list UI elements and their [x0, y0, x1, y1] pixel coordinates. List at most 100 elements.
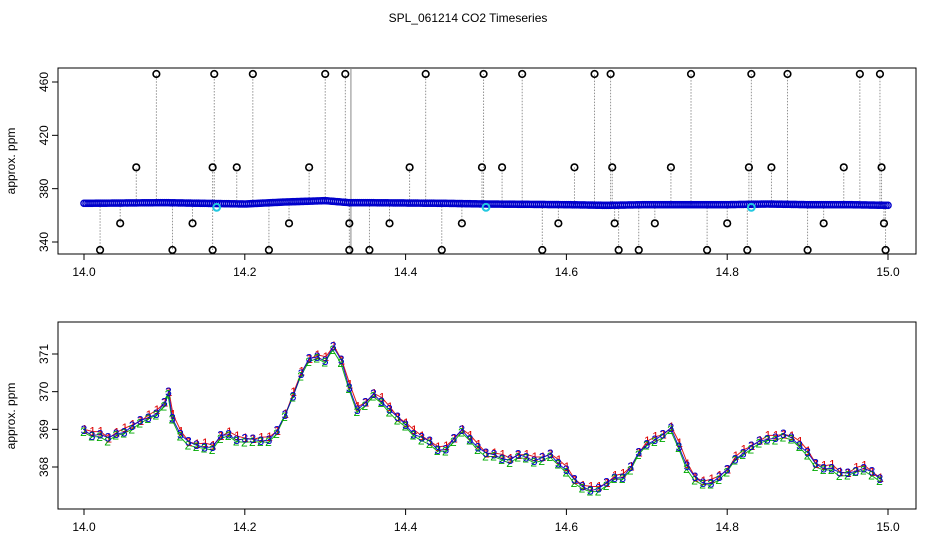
- bottom-series-glyph: 3: [716, 470, 723, 484]
- bottom-series-glyph: 1: [515, 448, 522, 462]
- bottom-series-glyph: 1: [395, 411, 402, 425]
- top-x-tick-label: 14.4: [394, 265, 418, 279]
- top-spike-marker: [590, 69, 599, 79]
- top-spike-marker: [248, 69, 257, 79]
- bottom-series-glyph: 3: [467, 432, 474, 446]
- bottom-series-glyph: 3: [386, 403, 393, 417]
- bottom-series-glyph: 3: [547, 447, 554, 461]
- bottom-series-glyph: 1: [531, 450, 538, 464]
- top-x-tick-label: 14.8: [716, 265, 740, 279]
- bottom-series-glyph: 3: [370, 387, 377, 401]
- bottom-series-glyph: 2: [144, 412, 151, 426]
- bottom-series-glyph: 3: [322, 354, 329, 368]
- bottom-series-glyph: 1: [556, 453, 563, 467]
- top-y-tick-label: 420: [37, 125, 51, 145]
- bottom-series-glyph: 1: [684, 457, 691, 471]
- bottom-series-glyph: 3: [418, 430, 425, 444]
- bottom-series-glyph: 3: [499, 452, 506, 466]
- bottom-series-glyph: 3: [201, 440, 208, 454]
- bottom-series-glyph: 3: [394, 410, 401, 424]
- bottom-series-glyph: 2: [522, 451, 529, 465]
- bottom-series-glyph: 1: [869, 465, 876, 479]
- top-spike-marker: [875, 69, 885, 79]
- bottom-series-glyph: 3: [314, 350, 321, 364]
- bottom-series-glyph: 1: [339, 353, 346, 367]
- bottom-series-glyph: 3: [137, 413, 144, 427]
- bottom-series-glyph: 3: [402, 418, 409, 432]
- bottom-series-glyph: 1: [347, 378, 354, 392]
- bottom-y-tick-label: 369: [37, 419, 51, 439]
- bottom-series-glyph: 3: [491, 448, 498, 462]
- bottom-series-glyph: 3: [531, 454, 538, 468]
- top-spike-marker: [634, 245, 643, 255]
- bottom-series-glyph: 1: [604, 476, 611, 490]
- bottom-series-glyph: 2: [313, 352, 320, 366]
- bottom-series-glyph: 3: [587, 484, 594, 498]
- top-spike-marker: [686, 69, 696, 79]
- bottom-series-glyph: 3: [145, 411, 152, 425]
- bottom-series-glyph: 1: [877, 471, 884, 485]
- bottom-series-glyph: 3: [780, 427, 787, 441]
- bottom-series-glyph: 2: [627, 464, 634, 478]
- bottom-series-glyph: 2: [281, 410, 288, 424]
- bottom-series-glyph: 2: [442, 444, 449, 458]
- bottom-series-glyph: 2: [635, 448, 642, 462]
- bottom-x-tick-label: 14.8: [716, 520, 740, 534]
- top-spike-marker: [819, 219, 828, 228]
- bottom-series-glyph: 3: [603, 476, 610, 490]
- bottom-y-axis: 368 369 370 371: [37, 344, 59, 477]
- bottom-series-glyph: 1: [355, 399, 362, 413]
- bottom-series-glyph: 1: [218, 429, 225, 443]
- bottom-y-tick-label: 371: [37, 344, 51, 364]
- top-y-axis: 340 380 420 460: [37, 72, 59, 252]
- top-spike-marker: [188, 219, 197, 228]
- bottom-y-axis-label: approx. ppm: [4, 383, 18, 450]
- top-x-axis: 14.0 14.2 14.4 14.6 14.8 15.0: [72, 253, 900, 279]
- bottom-series-glyph: 3: [249, 432, 256, 446]
- bottom-series-glyph: 2: [563, 465, 570, 479]
- bottom-series-glyph: 2: [165, 388, 172, 402]
- bottom-series-glyph: 2: [595, 484, 602, 498]
- bottom-series-line: [83, 349, 880, 493]
- bottom-y-tick-label: 368: [37, 457, 51, 477]
- bottom-series-glyph: 1: [789, 429, 796, 443]
- bottom-series-glyph: 3: [571, 472, 578, 486]
- bottom-series-glyph: 1: [314, 348, 321, 362]
- bottom-x-tick-label: 14.4: [394, 520, 418, 534]
- bottom-series-glyph: 3: [450, 431, 457, 445]
- bottom-series-glyph: 2: [739, 448, 746, 462]
- bottom-series-glyph: 2: [756, 437, 763, 451]
- bottom-series-glyph: 2: [466, 433, 473, 447]
- bottom-series-glyph: 3: [338, 353, 345, 367]
- top-spike-marker: [208, 163, 217, 172]
- bottom-series-glyph: 1: [523, 447, 530, 461]
- bottom-series-glyph: 3: [764, 433, 771, 447]
- top-spike-marker: [365, 245, 374, 255]
- bottom-series-glyph: 3: [442, 443, 449, 457]
- bottom-series-glyph: 3: [165, 385, 172, 399]
- bottom-series-glyph: 1: [499, 447, 506, 461]
- bottom-series-glyph: 2: [185, 438, 192, 452]
- bottom-series-glyph: 3: [852, 464, 859, 478]
- top-spike-marker: [606, 69, 615, 79]
- bottom-series-glyph: 3: [410, 427, 417, 441]
- bottom-series-glyph: 3: [611, 471, 618, 485]
- bottom-series-glyph: 2: [80, 425, 87, 439]
- top-spike-marker: [208, 245, 217, 255]
- bottom-series-glyph: 3: [225, 428, 232, 442]
- top-baseline-point: [884, 201, 892, 210]
- bottom-series-glyph: 2: [217, 432, 224, 446]
- bottom-series-glyph: 1: [170, 408, 177, 422]
- bottom-series-glyph: 2: [659, 431, 666, 445]
- bottom-series-glyph: 2: [193, 440, 200, 454]
- bottom-series-glyph: 3: [89, 429, 96, 443]
- bottom-series-glyph: 1: [306, 352, 313, 366]
- bottom-y-tick-label: 370: [37, 381, 51, 401]
- bottom-series-glyph: 3: [459, 423, 466, 437]
- top-spike-marker: [570, 163, 579, 172]
- bottom-series-glyph: 3: [507, 453, 514, 467]
- bottom-series-glyph: 2: [209, 443, 216, 457]
- bottom-series-glyph: 2: [169, 412, 176, 426]
- bottom-series-glyph: 1: [162, 396, 169, 410]
- bottom-series-glyph: 1: [596, 480, 603, 494]
